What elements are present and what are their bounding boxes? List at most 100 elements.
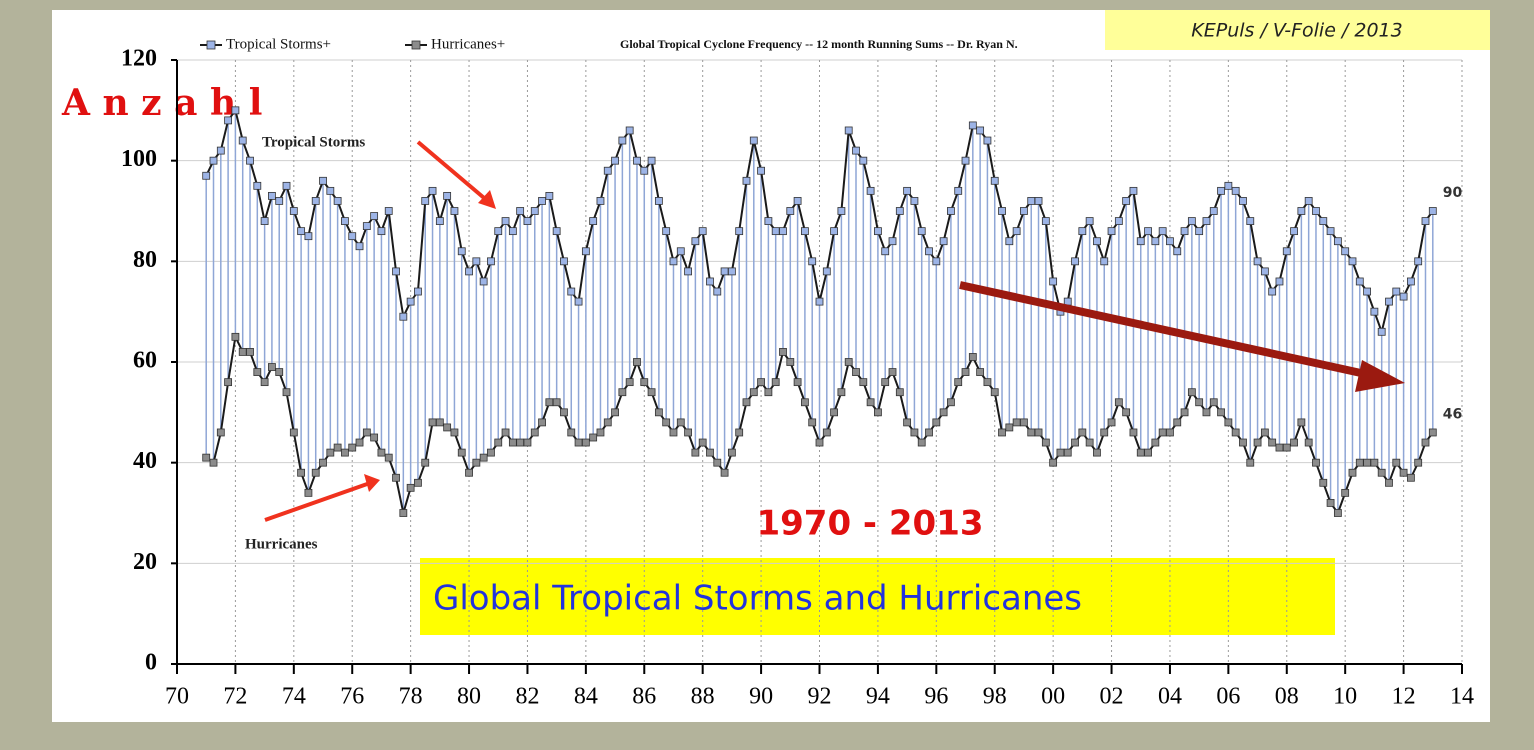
marker	[654, 408, 663, 417]
marker	[1012, 227, 1021, 236]
marker	[1246, 458, 1255, 467]
marker	[954, 186, 963, 195]
marker	[443, 191, 452, 200]
marker	[611, 156, 619, 165]
marker	[1114, 217, 1123, 225]
annotation: Hurricanes	[245, 536, 318, 552]
marker	[757, 166, 765, 175]
marker	[1333, 509, 1342, 517]
x-tick-label: 08	[1275, 684, 1299, 710]
marker	[1275, 277, 1284, 286]
marker	[289, 207, 298, 215]
marker	[618, 136, 627, 145]
marker	[494, 227, 503, 236]
marker	[1129, 428, 1138, 437]
marker	[1085, 217, 1094, 225]
marker	[216, 428, 225, 437]
marker	[779, 348, 787, 356]
marker	[202, 171, 211, 180]
marker	[1414, 257, 1423, 266]
marker	[1151, 237, 1160, 246]
marker	[581, 438, 590, 447]
marker	[268, 363, 276, 371]
marker	[1049, 458, 1058, 467]
marker	[465, 267, 473, 276]
marker	[1246, 217, 1255, 225]
marker	[727, 267, 736, 276]
marker	[1297, 207, 1306, 215]
marker	[260, 217, 269, 225]
marker	[706, 448, 714, 457]
marker	[1027, 197, 1036, 205]
marker	[581, 247, 590, 256]
marker	[844, 126, 853, 135]
marker	[786, 358, 795, 366]
marker	[742, 398, 751, 407]
marker	[1399, 292, 1408, 301]
marker	[1195, 398, 1204, 407]
marker	[684, 428, 692, 437]
marker	[669, 428, 678, 437]
marker	[1290, 227, 1298, 236]
marker	[881, 247, 890, 256]
marker	[560, 257, 568, 266]
marker	[428, 186, 437, 195]
marker	[932, 418, 941, 427]
marker	[1341, 488, 1350, 497]
marker	[903, 418, 912, 427]
marker	[1063, 448, 1072, 457]
marker	[698, 227, 707, 236]
marker	[1180, 227, 1189, 236]
marker	[1041, 217, 1050, 225]
marker	[1085, 438, 1094, 447]
marker	[355, 242, 364, 251]
marker	[1020, 207, 1028, 215]
marker	[1020, 418, 1028, 427]
marker	[1319, 478, 1328, 487]
marker	[1319, 217, 1328, 225]
marker	[1224, 181, 1233, 190]
marker	[1260, 428, 1269, 437]
marker	[246, 156, 254, 165]
marker	[698, 438, 707, 447]
marker	[1406, 277, 1415, 286]
marker	[428, 418, 437, 427]
marker	[815, 297, 824, 306]
marker	[370, 433, 379, 442]
y-tick-label: 80	[133, 247, 157, 273]
marker	[1399, 468, 1408, 477]
marker	[268, 191, 276, 200]
marker	[450, 207, 459, 215]
marker	[1093, 448, 1101, 457]
marker	[545, 191, 554, 200]
marker	[1392, 287, 1401, 296]
marker	[326, 186, 335, 195]
marker	[662, 418, 671, 427]
x-tick-label: 02	[1100, 684, 1124, 710]
marker	[684, 267, 692, 276]
marker	[1304, 438, 1313, 447]
marker	[523, 438, 532, 447]
marker	[523, 217, 532, 225]
marker	[1012, 418, 1021, 427]
marker	[238, 136, 247, 145]
marker	[983, 378, 992, 387]
marker	[377, 227, 386, 236]
x-tick-label: 00	[1041, 684, 1065, 710]
marker	[633, 358, 641, 366]
marker	[844, 358, 853, 366]
marker	[1100, 257, 1109, 266]
marker	[326, 448, 335, 457]
marker	[757, 378, 765, 387]
marker	[1333, 237, 1342, 246]
marker	[567, 428, 576, 437]
x-tick-label: 84	[574, 684, 598, 710]
marker	[406, 297, 415, 306]
marker	[1428, 428, 1437, 437]
marker	[1071, 257, 1079, 266]
source-box	[1105, 10, 1490, 50]
marker	[771, 378, 780, 387]
marker	[1187, 217, 1196, 225]
marker	[640, 166, 649, 175]
